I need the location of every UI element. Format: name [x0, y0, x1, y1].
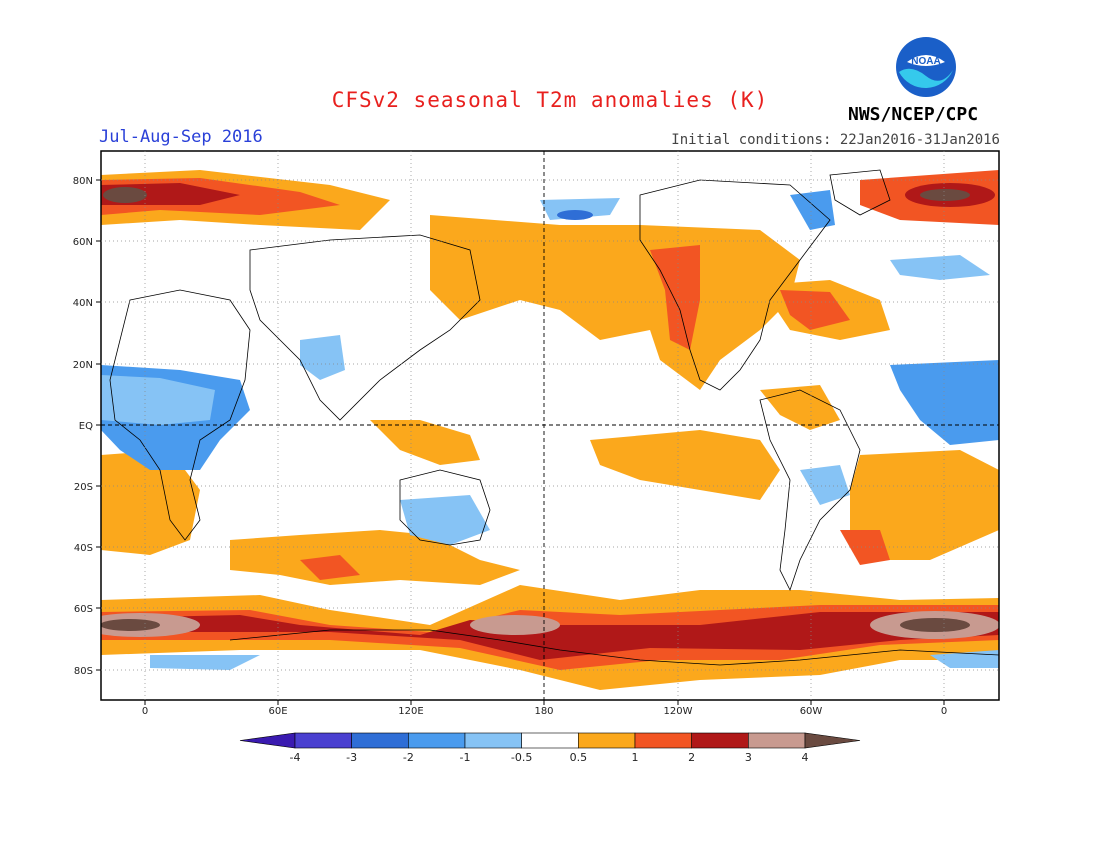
lon-label: 60W — [800, 706, 823, 717]
colorbar-segment — [578, 732, 636, 749]
lon-label: 180 — [534, 706, 553, 717]
lon-label: 120E — [398, 706, 423, 717]
lat-label: 80S — [74, 666, 93, 677]
season-label: Jul-Aug-Sep 2016 — [99, 127, 263, 147]
lat-label: 60S — [74, 604, 93, 615]
colorbar-label: -2 — [402, 751, 414, 764]
colorbar-label: 0.5 — [569, 751, 588, 764]
lat-label: 80N — [73, 176, 93, 187]
page-title: CFSv2 seasonal T2m anomalies (K) — [331, 88, 769, 112]
agency-name: NWS/NCEP/CPC — [848, 104, 979, 125]
colorbar-label: -0.5 — [510, 751, 533, 764]
lon-label: 60E — [268, 706, 287, 717]
colorbar-segment — [239, 732, 296, 749]
anomaly-field — [101, 151, 999, 700]
colorbar-label: 2 — [688, 751, 696, 764]
colorbar-segment — [294, 732, 352, 749]
logo-text: NOAA — [911, 56, 940, 67]
lat-label: EQ — [79, 421, 93, 432]
noaa-logo: NOAA — [896, 37, 956, 97]
equator-dateline — [101, 151, 999, 700]
lat-label: 40N — [73, 298, 93, 309]
coastlines — [109, 169, 999, 666]
colorbar — [239, 732, 861, 749]
colorbar-segment — [804, 732, 861, 749]
colorbar-label: 1 — [631, 751, 639, 764]
colorbar-label: -3 — [346, 751, 358, 764]
colorbar-label: -4 — [289, 751, 301, 764]
colorbar-segment — [748, 732, 806, 749]
colorbar-segment — [464, 732, 522, 749]
lon-label: 120W — [664, 706, 693, 717]
lon-label: 0 — [941, 706, 947, 717]
lon-label: 0 — [142, 706, 148, 717]
colorbar-segment — [634, 732, 692, 749]
lat-label: 20N — [73, 360, 93, 371]
colorbar-segment — [408, 732, 466, 749]
colorbar-segment — [351, 732, 409, 749]
colorbar-label: 4 — [801, 751, 809, 764]
colorbar-label: -1 — [459, 751, 471, 764]
initial-conditions: Initial conditions: 22Jan2016-31Jan2016 — [671, 132, 1000, 148]
colorbar-segment — [521, 732, 579, 749]
lat-label: 20S — [74, 482, 93, 493]
lat-label: 60N — [73, 237, 93, 248]
gridlines — [101, 151, 999, 700]
lat-label: 40S — [74, 543, 93, 554]
colorbar-label: 3 — [744, 751, 752, 764]
colorbar-segment — [691, 732, 749, 749]
